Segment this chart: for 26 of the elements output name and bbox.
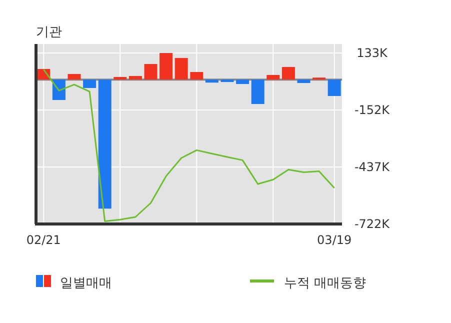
- bar: [282, 67, 295, 80]
- bar: [144, 64, 158, 80]
- bar: [328, 80, 341, 96]
- bar: [98, 80, 112, 209]
- bar: [297, 80, 310, 83]
- bar: [114, 77, 127, 80]
- bar: [205, 80, 218, 83]
- y-tick-label: 133K: [356, 46, 389, 60]
- bar: [251, 80, 264, 104]
- x-tick-label: 03/19: [317, 233, 352, 247]
- bar: [128, 76, 142, 80]
- bar: [68, 74, 81, 80]
- x-tick-label: 02/21: [26, 233, 61, 247]
- legend-label: 누적 매매동향: [284, 276, 366, 291]
- bar: [174, 58, 188, 80]
- bar: [52, 80, 66, 100]
- bar: [266, 75, 280, 80]
- bar: [160, 53, 173, 80]
- bar: [190, 72, 204, 80]
- y-tick-label: -437K: [354, 160, 391, 174]
- chart-title: 기관: [36, 25, 62, 40]
- bar: [83, 80, 96, 88]
- y-tick-label: -722K: [354, 217, 391, 231]
- y-tick-label: -152K: [354, 103, 391, 117]
- legend-label: 일별매매: [60, 276, 112, 291]
- bar: [236, 80, 250, 84]
